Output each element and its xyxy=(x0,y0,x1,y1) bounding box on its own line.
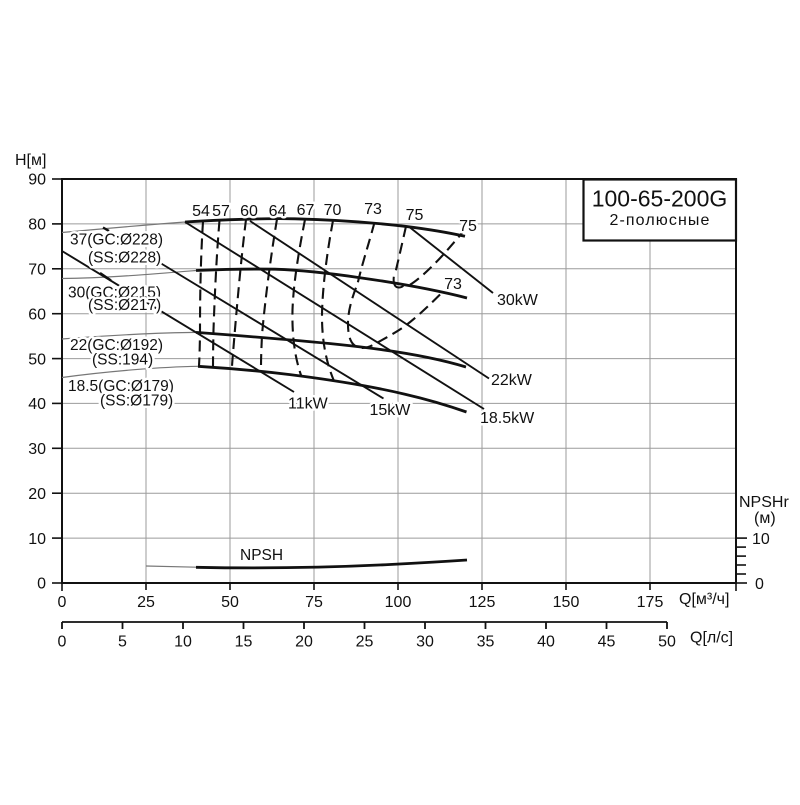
svg-text:15kW: 15kW xyxy=(370,402,412,419)
svg-text:64: 64 xyxy=(269,203,287,220)
svg-text:60: 60 xyxy=(28,306,46,323)
svg-text:73: 73 xyxy=(364,201,382,218)
svg-text:22(GC:Ø192): 22(GC:Ø192) xyxy=(70,337,163,354)
svg-text:10: 10 xyxy=(752,531,770,548)
svg-text:75: 75 xyxy=(305,594,323,611)
svg-text:57: 57 xyxy=(212,203,230,220)
svg-text:0: 0 xyxy=(755,576,764,593)
svg-text:20: 20 xyxy=(295,634,313,651)
svg-text:80: 80 xyxy=(28,217,46,234)
svg-text:30: 30 xyxy=(416,634,434,651)
svg-text:70: 70 xyxy=(28,262,46,279)
svg-text:0: 0 xyxy=(58,594,67,611)
svg-text:25: 25 xyxy=(137,594,155,611)
svg-text:2-полюсные: 2-полюсные xyxy=(609,212,710,229)
svg-text:50: 50 xyxy=(28,351,46,368)
svg-text:75: 75 xyxy=(459,218,477,235)
svg-text:30kW: 30kW xyxy=(497,292,539,309)
svg-text:H[м]: H[м] xyxy=(15,152,46,169)
svg-text:(м): (м) xyxy=(754,510,776,527)
svg-text:0: 0 xyxy=(37,576,46,593)
svg-text:45: 45 xyxy=(598,634,616,651)
svg-text:18.5kW: 18.5kW xyxy=(480,410,535,427)
svg-text:(SS:194): (SS:194) xyxy=(92,352,153,369)
svg-text:Q[л/с]: Q[л/с] xyxy=(690,630,733,647)
svg-text:73: 73 xyxy=(444,276,462,293)
svg-text:175: 175 xyxy=(637,594,664,611)
svg-text:11kW: 11kW xyxy=(288,396,329,413)
svg-text:NPSHr: NPSHr xyxy=(739,494,789,511)
svg-text:67: 67 xyxy=(297,202,315,219)
svg-text:NPSH: NPSH xyxy=(240,547,283,564)
svg-text:(SS:Ø217): (SS:Ø217) xyxy=(88,297,161,314)
svg-text:10: 10 xyxy=(174,634,192,651)
svg-text:50: 50 xyxy=(658,634,676,651)
svg-text:150: 150 xyxy=(553,594,580,611)
svg-text:125: 125 xyxy=(469,594,496,611)
svg-text:50: 50 xyxy=(221,594,239,611)
svg-text:20: 20 xyxy=(28,486,46,503)
svg-text:(SS:Ø228): (SS:Ø228) xyxy=(88,250,161,267)
svg-text:100: 100 xyxy=(385,594,412,611)
svg-text:0: 0 xyxy=(58,634,67,651)
svg-text:15: 15 xyxy=(235,634,253,651)
svg-text:30(GC:Ø215): 30(GC:Ø215) xyxy=(68,285,161,302)
svg-text:54: 54 xyxy=(192,203,210,220)
svg-text:25: 25 xyxy=(356,634,374,651)
svg-text:75: 75 xyxy=(406,207,424,224)
svg-text:40: 40 xyxy=(537,634,555,651)
svg-text:Q[м³/ч]: Q[м³/ч] xyxy=(679,591,729,608)
svg-text:40: 40 xyxy=(28,396,46,413)
svg-text:30: 30 xyxy=(28,441,46,458)
svg-text:90: 90 xyxy=(28,172,46,189)
svg-text:(SS:Ø179): (SS:Ø179) xyxy=(100,393,173,410)
svg-text:100-65-200G: 100-65-200G xyxy=(592,186,728,212)
svg-text:22kW: 22kW xyxy=(491,372,533,389)
svg-text:35: 35 xyxy=(477,634,495,651)
svg-text:5: 5 xyxy=(118,634,127,651)
svg-text:18.5(GC:Ø179): 18.5(GC:Ø179) xyxy=(68,378,174,395)
svg-text:37(GC:Ø228): 37(GC:Ø228) xyxy=(70,232,163,249)
svg-text:60: 60 xyxy=(240,203,258,220)
svg-text:70: 70 xyxy=(324,202,342,219)
svg-text:10: 10 xyxy=(28,531,46,548)
